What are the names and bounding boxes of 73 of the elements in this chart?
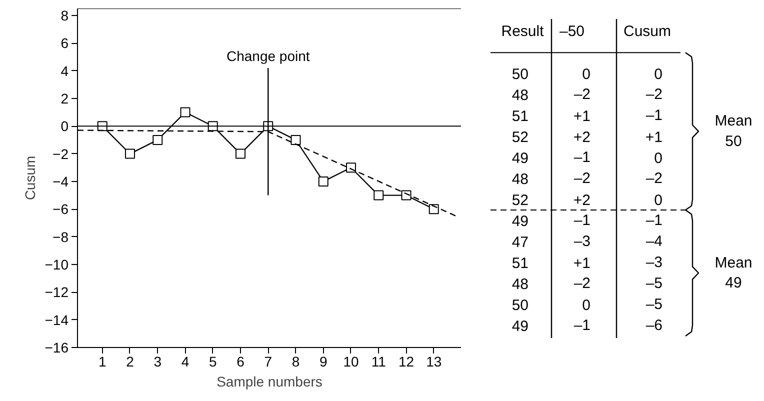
x-tick-label: 10	[343, 354, 359, 370]
x-tick-label: 6	[236, 354, 245, 370]
y-axis-title: Cusum	[22, 156, 38, 200]
y-tick-label: −6	[52, 201, 69, 218]
text: –2	[646, 86, 663, 104]
text: –6	[646, 316, 663, 334]
y-tick-label: −8	[52, 228, 69, 245]
text: –5	[646, 274, 663, 292]
text: +2	[573, 192, 591, 210]
text: 0	[654, 150, 662, 168]
x-tick-label: 5	[208, 354, 217, 370]
text: Mean 49	[714, 254, 752, 292]
y-tick-label: −16	[44, 340, 69, 356]
category-label: Result	[501, 23, 545, 40]
text: 52	[512, 129, 529, 146]
x-tick-label: 12	[398, 354, 414, 370]
y-tick-label: 2	[60, 90, 69, 106]
text: +1	[573, 108, 591, 126]
text: –1	[574, 316, 591, 334]
text: –1	[574, 149, 591, 166]
text: –1	[646, 107, 663, 124]
y-tick-label: −10	[44, 256, 69, 272]
y-tick-label: −12	[44, 284, 69, 300]
text: +1	[645, 129, 663, 146]
y-tick-label: 8	[60, 7, 69, 24]
text: 48	[512, 87, 529, 104]
text: –2	[574, 86, 591, 104]
text: –5	[646, 296, 663, 313]
category-label: –50	[560, 23, 585, 40]
x-tick-label: 2	[126, 354, 134, 370]
text: +1	[573, 254, 591, 272]
text: 48	[512, 171, 529, 188]
text: –3	[574, 232, 591, 250]
annotation: Change point	[226, 48, 310, 64]
text: 49	[512, 150, 529, 168]
y-tick-label: 6	[60, 35, 69, 52]
text: –4	[646, 232, 663, 250]
x-tick-label: 4	[181, 354, 190, 370]
category-label: Cusum	[624, 23, 672, 40]
x-tick-label: 8	[292, 354, 300, 370]
text: 0	[582, 296, 590, 314]
text: 0	[582, 66, 590, 84]
x-tick-label: 7	[264, 354, 272, 370]
text: 47	[512, 234, 529, 251]
text: 0	[654, 192, 662, 210]
text: Mean 50	[714, 112, 752, 150]
text: –2	[574, 170, 591, 188]
y-tick-label: 4	[60, 62, 69, 79]
text: 0	[654, 66, 662, 84]
y-tick-label: −2	[52, 146, 69, 162]
x-tick-label: 3	[154, 354, 162, 370]
text: 51	[512, 108, 529, 126]
x-tick-label: 9	[319, 354, 328, 370]
x-tick-label: 13	[426, 354, 442, 370]
text: 48	[512, 276, 529, 293]
y-tick-label: −4	[52, 173, 69, 190]
text: 50	[512, 296, 529, 314]
text: –3	[646, 254, 663, 271]
text: 49	[512, 213, 529, 230]
y-tick-label: 0	[60, 118, 69, 134]
text: 49	[512, 318, 529, 335]
x-tick-label: 1	[98, 354, 106, 370]
text: –2	[646, 170, 663, 188]
text: +2	[573, 129, 591, 146]
text: –1	[574, 212, 591, 230]
x-axis-title: Sample numbers	[216, 374, 322, 390]
text: 51	[512, 254, 529, 272]
text: –1	[646, 212, 663, 230]
y-tick-label: −14	[44, 312, 69, 328]
text: –2	[574, 274, 591, 292]
x-tick-label: 11	[371, 354, 386, 370]
text: 52	[512, 192, 529, 210]
text: 50	[512, 66, 529, 84]
